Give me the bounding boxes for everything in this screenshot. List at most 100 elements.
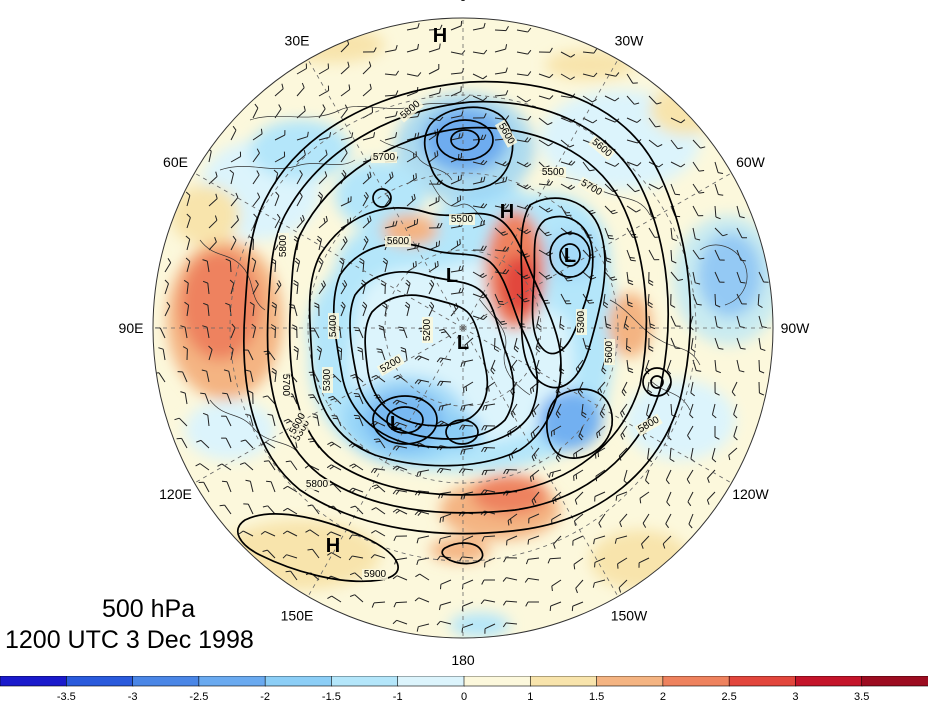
wind-barb xyxy=(481,425,496,431)
wind-barb xyxy=(460,447,474,455)
wind-barb xyxy=(582,72,598,78)
colorbar-tick-5: -1 xyxy=(393,691,403,702)
wind-barb xyxy=(223,369,232,383)
wind-barb xyxy=(392,489,408,495)
wind-barb xyxy=(252,170,260,185)
wind-barb xyxy=(494,26,509,32)
wind-barb xyxy=(547,557,562,564)
wind-barb xyxy=(274,280,282,295)
colorbar-tick-11: 3 xyxy=(792,691,798,702)
wind-barb xyxy=(670,139,683,150)
contour-label-bg xyxy=(576,309,587,335)
wind-barb xyxy=(393,601,408,608)
wind-barb xyxy=(267,413,276,427)
wind-barb xyxy=(669,447,675,463)
wind-barb xyxy=(571,601,584,612)
wind-barb xyxy=(340,236,348,251)
contour-label-4: 5600 xyxy=(387,236,410,247)
wind-barb xyxy=(428,87,441,97)
wind-barb xyxy=(733,403,738,419)
wind-barb xyxy=(551,425,562,437)
wind-barb xyxy=(670,227,677,242)
wind-barb xyxy=(183,279,189,295)
wind-barb xyxy=(398,326,408,339)
wind-barb xyxy=(617,557,628,569)
wind-barb xyxy=(472,176,486,185)
wind-barb xyxy=(463,381,474,393)
wind-barb xyxy=(450,86,462,97)
wind-barb xyxy=(714,183,724,196)
wind-barb xyxy=(282,530,298,537)
wind-barb xyxy=(494,293,505,305)
wind-barb xyxy=(438,535,452,544)
wind-barb xyxy=(229,169,235,185)
wind-barb xyxy=(481,447,496,453)
wind-barb xyxy=(711,403,717,419)
wind-barb xyxy=(248,390,254,405)
wind-barb xyxy=(428,24,443,31)
wind-barb xyxy=(285,460,298,471)
wind-barb xyxy=(318,85,330,97)
wind-barb xyxy=(728,447,738,461)
wind-barb xyxy=(208,171,218,185)
wind-barb xyxy=(596,425,606,439)
longitude-label-9: 90E xyxy=(119,320,144,336)
height-contours xyxy=(237,80,692,583)
wind-barb xyxy=(639,491,650,504)
wind-barb xyxy=(516,115,532,121)
wind-barb xyxy=(219,504,232,515)
wind-barb xyxy=(472,95,488,102)
wind-barb xyxy=(615,491,628,501)
colorbar-box-13 xyxy=(861,676,928,687)
wind-barb xyxy=(225,258,232,273)
wind-barb xyxy=(316,345,322,361)
wind-barb xyxy=(392,445,408,451)
wind-barb xyxy=(560,73,575,80)
wind-barb xyxy=(340,61,350,75)
wind-barb xyxy=(553,535,562,549)
wind-barb xyxy=(371,484,386,493)
wind-barb xyxy=(538,227,552,237)
wind-barb xyxy=(530,425,540,439)
wind-barb xyxy=(362,171,372,185)
wind-barb xyxy=(296,131,309,141)
wind-barb xyxy=(758,315,767,329)
wind-barb xyxy=(626,117,642,123)
wind-barb xyxy=(670,315,681,327)
wind-barb xyxy=(450,20,463,31)
wind-barb xyxy=(293,279,299,295)
wind-barb xyxy=(538,205,553,213)
wind-barb xyxy=(516,293,530,303)
wind-barb xyxy=(348,555,364,561)
wind-barb xyxy=(376,348,386,361)
wind-barb xyxy=(594,557,606,568)
wind-barb xyxy=(582,161,595,172)
wind-barb xyxy=(177,371,188,383)
wind-barb xyxy=(614,535,628,544)
wind-barb xyxy=(230,125,237,141)
wind-barb xyxy=(318,149,328,163)
pressure-level-title: 500 hPa xyxy=(102,595,196,623)
wind-barb xyxy=(221,480,232,493)
graticule xyxy=(153,18,773,638)
longitude-label-2: 60W xyxy=(736,154,766,170)
wind-barb xyxy=(670,271,684,281)
pressure-center-h-1: H xyxy=(500,201,514,223)
wind-barb xyxy=(502,600,518,606)
wind-barb xyxy=(572,535,584,546)
wind-barb xyxy=(690,337,696,353)
wind-barb xyxy=(296,170,303,185)
wind-barb xyxy=(450,195,461,207)
wind-barb xyxy=(314,302,320,317)
longitude-label-7: 150E xyxy=(281,608,314,624)
wind-barb xyxy=(648,117,661,128)
wind-barb xyxy=(263,460,276,471)
colorbar-box-0 xyxy=(0,676,68,687)
contour-label-bg xyxy=(304,479,330,490)
wind-barb xyxy=(373,438,386,449)
wind-barb xyxy=(371,507,386,515)
colorbar-box-2 xyxy=(132,676,200,687)
wind-barb xyxy=(217,463,232,471)
wind-barb xyxy=(340,84,351,97)
